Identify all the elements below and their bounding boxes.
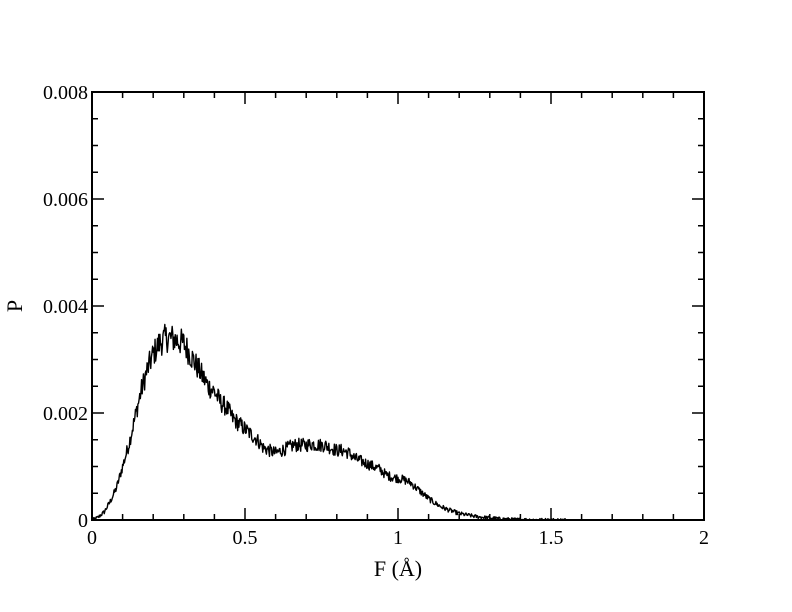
x-tick-label: 2 — [699, 527, 709, 549]
x-tick-label: 0.5 — [233, 527, 258, 549]
y-tick-label: 0.002 — [43, 403, 88, 425]
plot-frame — [91, 91, 705, 521]
y-tick-label: 0.006 — [43, 189, 88, 211]
x-axis-label: F (Å) — [374, 556, 422, 581]
x-tick-label: 1 — [393, 527, 403, 549]
series-line — [91, 323, 570, 521]
y-tick-label: 0.004 — [43, 296, 88, 318]
axis-ticks — [91, 91, 705, 521]
tick-labels: 0 0.5 1 1.5 2 0 0.002 0.004 0.006 0.008 — [43, 82, 709, 549]
y-axis-label: P — [2, 300, 27, 312]
x-tick-label: 0 — [87, 527, 97, 549]
y-tick-label: 0.008 — [43, 82, 88, 104]
y-tick-label: 0 — [78, 510, 88, 532]
x-tick-label: 1.5 — [539, 527, 564, 549]
